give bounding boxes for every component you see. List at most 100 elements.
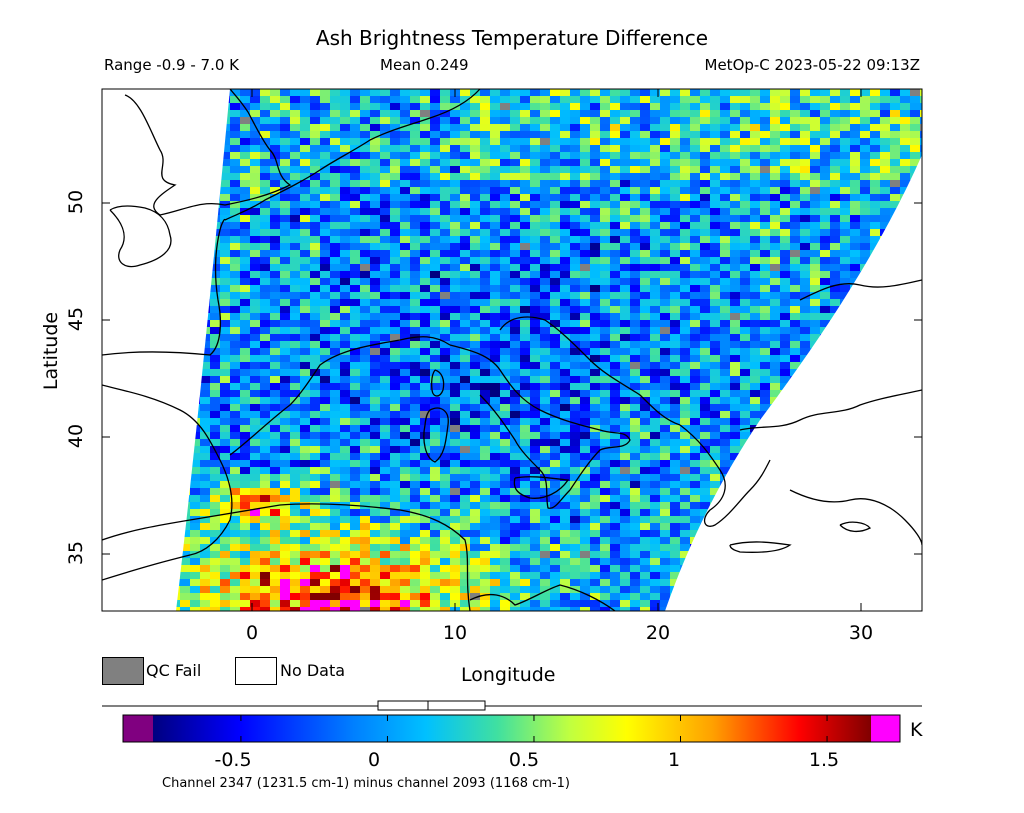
field-cell: [420, 159, 430, 166]
field-cell: [340, 432, 350, 439]
field-cell: [530, 208, 540, 215]
field-cell: [380, 334, 390, 341]
field-cell: [640, 131, 650, 138]
field-cell: [730, 166, 740, 173]
field-cell: [910, 495, 920, 502]
field-cell: [790, 138, 800, 145]
field-cell: [530, 467, 540, 474]
field-cell: [740, 502, 750, 509]
field-cell: [300, 544, 310, 551]
field-cell: [560, 411, 570, 418]
field-cell: [360, 544, 370, 551]
field-cell: [430, 460, 440, 467]
field-cell: [240, 124, 250, 131]
field-cell: [620, 292, 630, 299]
field-cell: [500, 152, 510, 159]
field-cell: [340, 488, 350, 495]
field-cell: [470, 292, 480, 299]
field-cell: [176, 390, 180, 397]
field-cell: [860, 425, 870, 432]
field-cell: [580, 166, 590, 173]
field-cell: [550, 292, 560, 299]
field-cell: [260, 306, 270, 313]
field-cell: [590, 488, 600, 495]
field-cell: [670, 159, 680, 166]
field-cell: [810, 348, 820, 355]
field-cell: [670, 313, 680, 320]
field-cell: [270, 187, 280, 194]
field-cell: [580, 327, 590, 334]
field-cell: [230, 537, 240, 544]
field-cell: [700, 369, 710, 376]
field-cell: [700, 334, 710, 341]
field-cell: [360, 250, 370, 257]
field-cell: [690, 194, 700, 201]
field-cell: [650, 313, 660, 320]
field-cell: [300, 432, 310, 439]
field-cell: [250, 208, 260, 215]
field-cell: [700, 124, 710, 131]
field-cell: [410, 537, 420, 544]
field-cell: [670, 299, 680, 306]
field-cell: [470, 376, 480, 383]
field-cell: [220, 159, 230, 166]
field-cell: [420, 201, 430, 208]
field-cell: [800, 516, 810, 523]
field-cell: [280, 222, 290, 229]
field-cell: [880, 446, 890, 453]
field-cell: [210, 467, 220, 474]
field-cell: [180, 173, 190, 180]
field-cell: [860, 222, 870, 229]
field-cell: [260, 362, 270, 369]
field-cell: [690, 313, 700, 320]
field-cell: [540, 495, 550, 502]
field-cell: [630, 215, 640, 222]
field-cell: [290, 544, 300, 551]
field-cell: [880, 229, 890, 236]
field-cell: [700, 320, 710, 327]
field-cell: [320, 264, 330, 271]
field-cell: [370, 229, 380, 236]
field-cell: [790, 460, 800, 467]
field-cell: [770, 299, 780, 306]
field-cell: [670, 145, 680, 152]
field-cell: [620, 257, 630, 264]
field-cell: [280, 292, 290, 299]
field-cell: [830, 194, 840, 201]
field-cell: [730, 390, 740, 397]
field-cell: [520, 327, 530, 334]
field-cell: [600, 327, 610, 334]
field-cell: [750, 502, 760, 509]
field-cell: [190, 460, 200, 467]
field-cell: [910, 481, 920, 488]
field-cell: [830, 474, 840, 481]
field-cell: [640, 495, 650, 502]
field-cell: [490, 411, 500, 418]
field-cell: [740, 481, 750, 488]
field-cell: [390, 236, 400, 243]
field-cell: [630, 243, 640, 250]
field-cell: [600, 299, 610, 306]
field-cell: [550, 348, 560, 355]
field-cell: [440, 194, 450, 201]
field-cell: [630, 460, 640, 467]
field-cell: [710, 488, 720, 495]
field-cell: [340, 313, 350, 320]
field-cell: [690, 159, 700, 166]
field-cell: [340, 257, 350, 264]
field-cell: [550, 159, 560, 166]
field-cell: [560, 453, 570, 460]
field-cell: [660, 544, 670, 551]
field-cell: [450, 152, 460, 159]
field-cell: [830, 187, 840, 194]
field-cell: [740, 264, 750, 271]
field-cell: [520, 516, 530, 523]
field-cell: [330, 194, 340, 201]
field-cell: [270, 418, 280, 425]
field-cell: [910, 271, 920, 278]
field-cell: [640, 138, 650, 145]
field-cell: [360, 201, 370, 208]
field-cell: [630, 355, 640, 362]
field-cell: [900, 495, 910, 502]
field-cell: [700, 152, 710, 159]
